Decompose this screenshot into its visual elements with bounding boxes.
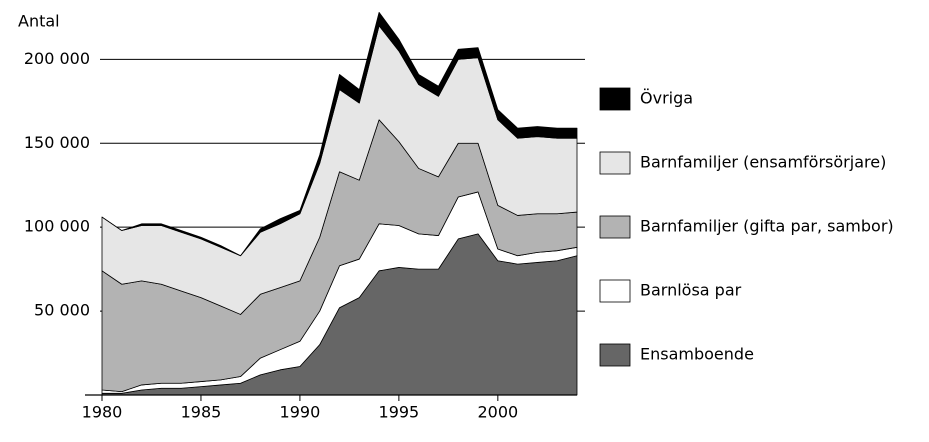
legend-swatch xyxy=(599,87,631,111)
legend-swatch xyxy=(599,151,631,175)
y-tick-label: 150 000 xyxy=(24,133,90,152)
y-tick-label: 200 000 xyxy=(24,49,90,68)
x-tick-label: 1980 xyxy=(82,403,123,422)
legend-label: Barnfamiljer (ensamförsörjare) xyxy=(640,153,886,172)
y-tick-label: 100 000 xyxy=(24,217,90,236)
legend-label: Barnfamiljer (gifta par, sambor) xyxy=(640,217,894,236)
x-tick-label: 1985 xyxy=(181,403,222,422)
area xyxy=(101,11,578,257)
y-tick-label: 50 000 xyxy=(34,301,90,320)
x-tick-label: 1995 xyxy=(379,403,420,422)
x-tick-label: 1990 xyxy=(280,403,321,422)
legend-swatch xyxy=(599,215,631,239)
y-axis-label: Antal xyxy=(18,12,60,31)
legend-label: Ensamboende xyxy=(640,345,754,364)
legend-swatch xyxy=(599,343,631,367)
legend-label: Övriga xyxy=(640,89,693,108)
x-tick-label: 2000 xyxy=(477,403,518,422)
legend-swatch xyxy=(599,279,631,303)
legend-label: Barnlösa par xyxy=(640,281,742,300)
